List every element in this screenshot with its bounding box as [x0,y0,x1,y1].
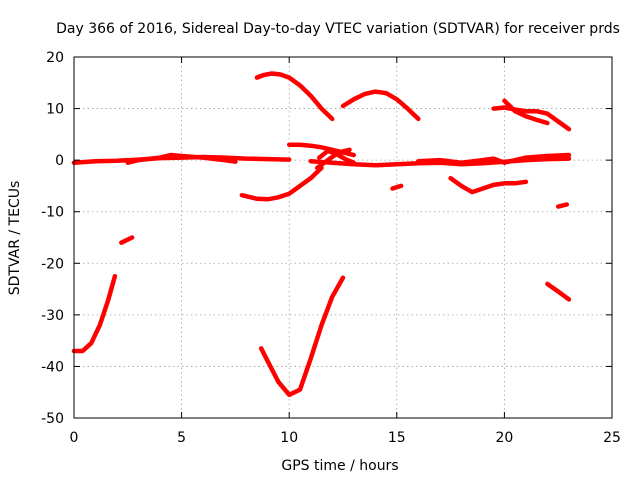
x-tick-label: 10 [280,430,298,446]
chart-title: Day 366 of 2016, Sidereal Day-to-day VTE… [56,21,620,37]
series-trace-15 [555,202,570,209]
series-trace-13 [390,183,404,191]
series-trace-2 [125,152,238,165]
plot-frame [73,56,613,419]
series-trace-5 [254,71,335,122]
series-trace-7 [491,105,572,132]
y-tick-label: -20 [41,256,64,272]
series-trace-4 [416,152,572,165]
y-axis-ticks: -50 -40 -30 -20 -10 0 10 20 [41,50,612,427]
series-trace-16 [119,235,135,245]
y-axis-label: SDTVAR / TECUs [7,181,23,296]
grid-lines [74,57,612,418]
series-trace-18 [258,275,346,398]
series-trace-10 [314,147,352,171]
y-tick-label: 0 [55,153,64,169]
y-tick-label: -10 [41,205,64,221]
series-trace-12 [239,165,324,202]
x-tick-label: 0 [70,430,79,446]
series-trace-17 [71,273,118,354]
series-trace-11 [317,148,357,165]
y-tick-label: -50 [41,411,64,427]
x-tick-label: 5 [177,430,186,446]
x-tick-label: 25 [603,430,621,446]
x-tick-label: 15 [388,430,406,446]
series-trace-14 [448,175,529,195]
y-tick-label: -40 [41,359,64,375]
y-tick-label: 10 [46,102,64,118]
series-trace-6 [340,89,421,122]
x-tick-label: 20 [495,430,513,446]
y-tick-label: 20 [46,50,64,66]
x-axis-label: GPS time / hours [281,458,398,474]
series-trace-8 [502,98,550,126]
data-traces [71,71,572,398]
x-axis-ticks: 0 5 10 15 20 25 [70,57,621,446]
series-trace-19 [545,281,572,302]
y-tick-label: -30 [41,308,64,324]
